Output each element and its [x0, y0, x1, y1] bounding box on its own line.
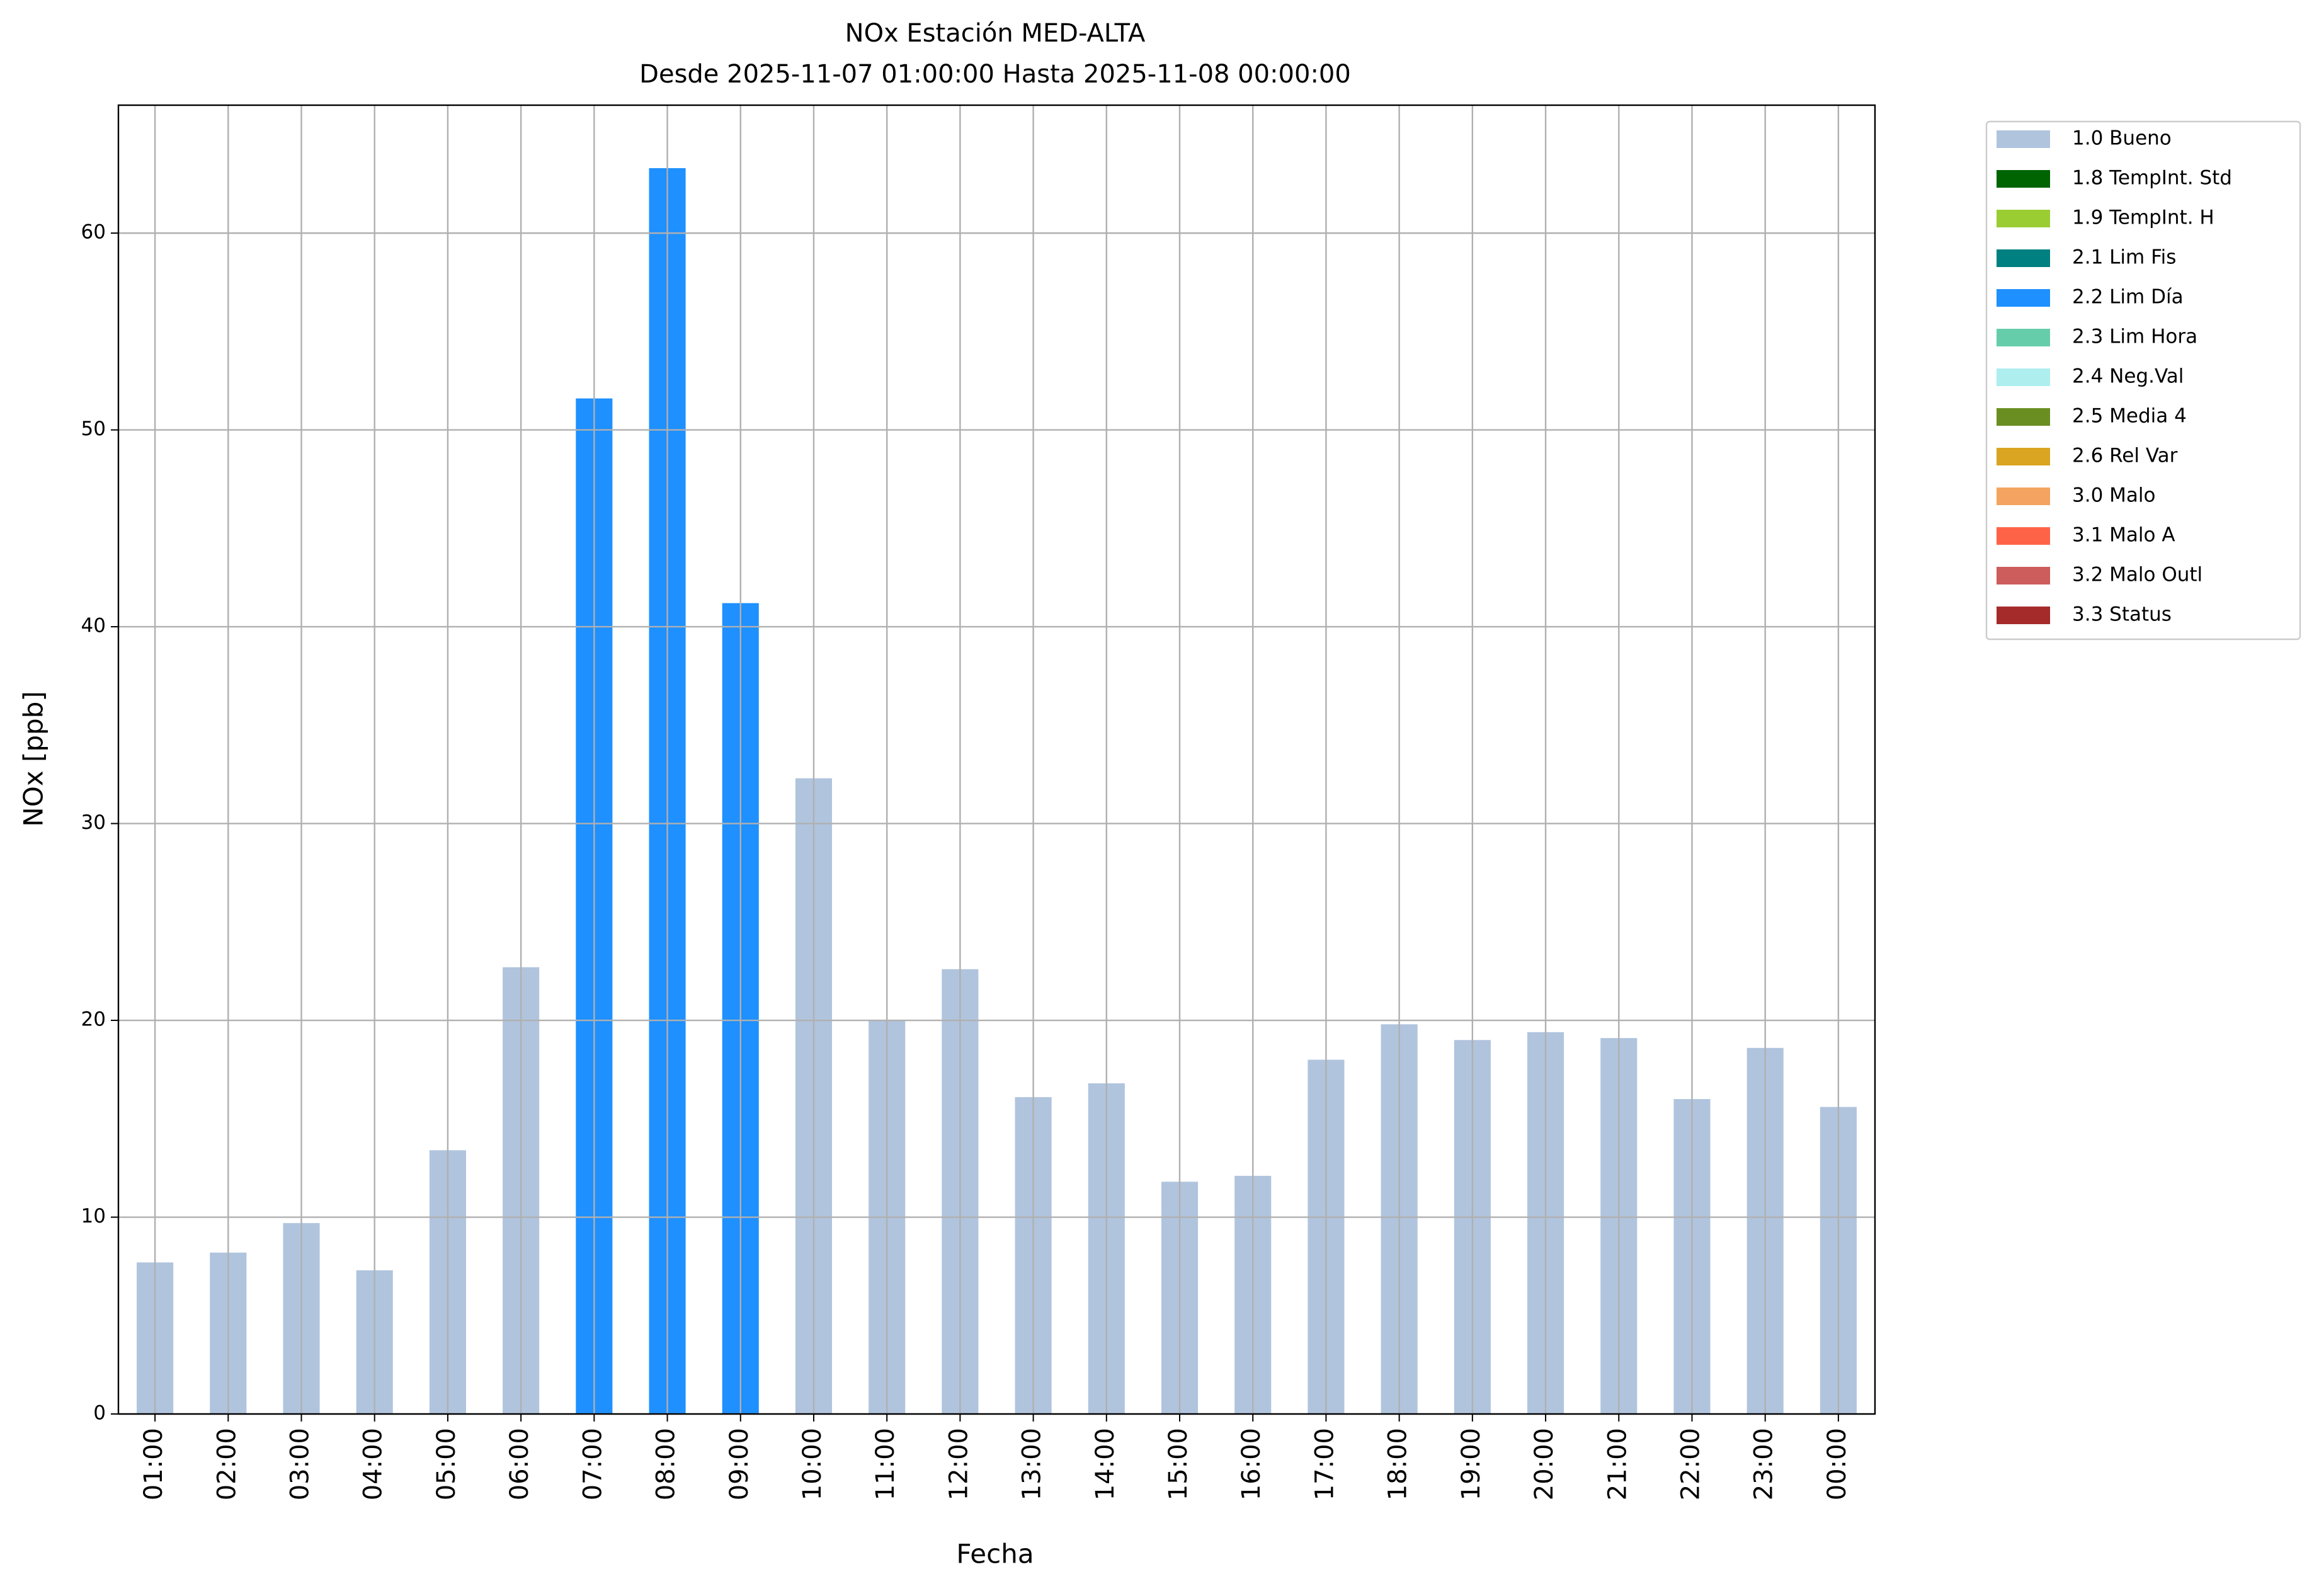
legend-swatch: [1997, 289, 2050, 307]
legend-label: 3.0 Malo: [2072, 484, 2155, 507]
legend-swatch: [1997, 210, 2050, 227]
legend-swatch: [1997, 130, 2050, 148]
x-tick-label: 14:00: [1091, 1428, 1120, 1500]
legend-swatch: [1997, 527, 2050, 545]
legend-swatch: [1997, 249, 2050, 267]
x-tick-label: 16:00: [1237, 1428, 1266, 1500]
chart-title: NOx Estación MED-ALTA: [845, 19, 1146, 48]
y-axis-label: NOx [ppb]: [18, 691, 49, 826]
plot-frame: [117, 104, 1876, 1415]
legend-label: 2.3 Lim Hora: [2072, 326, 2197, 348]
y-tick-label: 30: [81, 811, 106, 834]
legend-swatch: [1997, 368, 2050, 386]
chart-subtitle: Desde 2025-11-07 01:00:00 Hasta 2025-11-…: [639, 60, 1351, 89]
x-tick-label: 23:00: [1750, 1428, 1779, 1500]
x-tick-label: 07:00: [578, 1428, 607, 1500]
legend-swatch: [1997, 329, 2050, 346]
x-tick-label: 05:00: [432, 1428, 461, 1500]
x-tick-label: 22:00: [1676, 1428, 1705, 1500]
x-tick-label: 04:00: [359, 1428, 388, 1500]
x-tick-label: 12:00: [944, 1428, 973, 1500]
legend-label: 2.5 Media 4: [2072, 405, 2187, 428]
legend-label: 1.9 TempInt. H: [2072, 207, 2214, 229]
x-tick-label: 06:00: [505, 1428, 534, 1500]
legend-label: 1.8 TempInt. Std: [2072, 167, 2232, 190]
legend-label: 3.3 Status: [2072, 603, 2172, 626]
x-tick-label: 03:00: [286, 1428, 315, 1500]
x-tick-label: 15:00: [1164, 1428, 1193, 1500]
y-tick-label: 50: [81, 418, 106, 440]
legend-label: 2.6 Rel Var: [2072, 445, 2178, 467]
x-tick-label: 18:00: [1384, 1428, 1413, 1500]
x-tick-label: 08:00: [652, 1428, 681, 1500]
y-tick-label: 0: [93, 1402, 106, 1425]
x-tick-label: 13:00: [1018, 1428, 1047, 1500]
y-tick-label: 20: [81, 1008, 106, 1031]
legend-label: 3.2 Malo Outl: [2072, 564, 2202, 586]
x-tick-label: 10:00: [798, 1428, 827, 1500]
x-tick-label: 17:00: [1310, 1428, 1339, 1500]
x-tick-label: 09:00: [725, 1428, 754, 1500]
x-tick-label: 20:00: [1530, 1428, 1559, 1500]
legend-swatch: [1997, 487, 2050, 505]
legend-label: 2.1 Lim Fis: [2072, 246, 2176, 269]
legend-label: 2.2 Lim Día: [2072, 286, 2184, 309]
x-tick-label: 19:00: [1457, 1428, 1486, 1500]
legend-swatch: [1997, 170, 2050, 188]
legend-swatch: [1997, 408, 2050, 426]
x-tick-label: 01:00: [139, 1428, 168, 1500]
legend-label: 2.4 Neg.Val: [2072, 365, 2184, 388]
y-tick-label: 40: [81, 615, 106, 637]
y-tick-label: 60: [81, 221, 106, 244]
legend-box: [1985, 120, 2301, 641]
legend-swatch: [1997, 448, 2050, 465]
x-tick-label: 21:00: [1603, 1428, 1632, 1500]
x-tick-label: 02:00: [212, 1428, 241, 1500]
legend-label: 1.0 Bueno: [2072, 127, 2172, 150]
x-tick-label: 00:00: [1823, 1428, 1852, 1500]
legend-swatch: [1997, 567, 2050, 584]
legend-label: 3.1 Malo A: [2072, 524, 2175, 547]
y-tick-label: 10: [81, 1205, 106, 1228]
x-axis-label: Fecha: [956, 1539, 1034, 1570]
x-tick-label: 11:00: [871, 1428, 900, 1500]
legend-swatch: [1997, 607, 2050, 624]
